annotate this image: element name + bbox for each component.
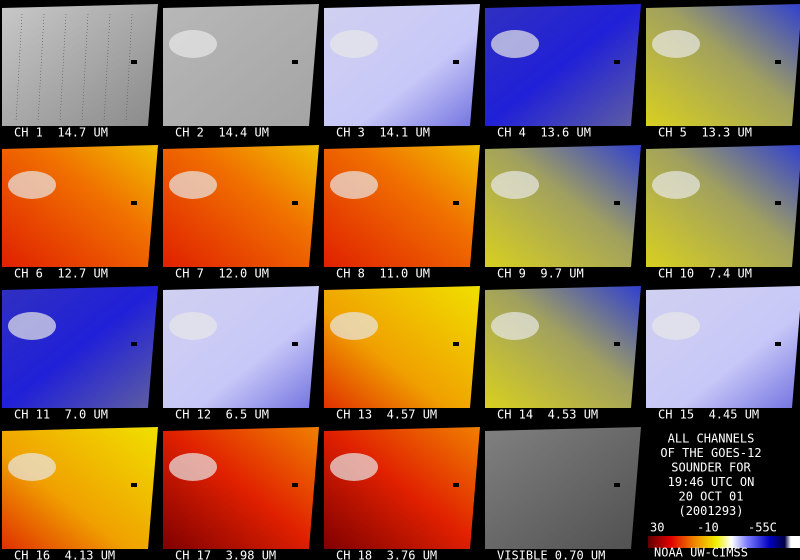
panel-label: CH 15 4.45 UM bbox=[658, 408, 759, 422]
cloud bbox=[169, 312, 217, 340]
panel-label: CH 3 14.1 UM bbox=[336, 126, 430, 140]
satellite-image bbox=[646, 4, 800, 126]
satellite-image bbox=[485, 145, 641, 267]
cloud bbox=[330, 30, 378, 58]
cloud bbox=[652, 312, 700, 340]
satellite-image bbox=[163, 427, 319, 549]
panel-label: CH 12 6.5 UM bbox=[175, 408, 269, 422]
marker bbox=[775, 60, 781, 64]
marker bbox=[131, 342, 137, 346]
panel-label: CH 7 12.0 UM bbox=[175, 267, 269, 281]
panel-label: CH 1 14.7 UM bbox=[14, 126, 108, 140]
cloud bbox=[8, 171, 56, 199]
panel-label: CH 18 3.76 UM bbox=[336, 549, 437, 560]
state-border bbox=[125, 13, 133, 123]
marker bbox=[775, 342, 781, 346]
colorbar bbox=[648, 536, 800, 548]
state-border bbox=[59, 13, 67, 123]
info-line: (2001293) bbox=[678, 504, 743, 518]
panel-label: CH 4 13.6 UM bbox=[497, 126, 591, 140]
panel-label: CH 9 9.7 UM bbox=[497, 267, 584, 281]
marker bbox=[614, 342, 620, 346]
satellite-image bbox=[2, 427, 158, 549]
satellite-image bbox=[324, 4, 480, 126]
cloud bbox=[330, 453, 378, 481]
info-line: 19:46 UTC ON bbox=[668, 475, 755, 489]
satellite-image bbox=[2, 4, 158, 126]
satellite-image bbox=[163, 145, 319, 267]
cloud bbox=[652, 171, 700, 199]
satellite-image bbox=[2, 145, 158, 267]
cloud bbox=[169, 453, 217, 481]
cloud bbox=[652, 30, 700, 58]
satellite-image bbox=[324, 145, 480, 267]
satellite-image bbox=[646, 145, 800, 267]
satellite-image bbox=[485, 427, 641, 549]
panel-label: CH 2 14.4 UM bbox=[175, 126, 269, 140]
satellite-image bbox=[485, 286, 641, 408]
info-line: SOUNDER FOR bbox=[671, 461, 751, 475]
satellite-image bbox=[324, 286, 480, 408]
satellite-image bbox=[485, 4, 641, 126]
state-border bbox=[37, 13, 45, 123]
panel-label: CH 16 4.13 UM bbox=[14, 549, 115, 560]
info-line: 20 OCT 01 bbox=[678, 490, 743, 504]
cloud bbox=[169, 171, 217, 199]
satellite-image bbox=[163, 286, 319, 408]
panel-label: CH 8 11.0 UM bbox=[336, 267, 430, 281]
cloud bbox=[8, 312, 56, 340]
info-line: ALL CHANNELS bbox=[668, 432, 755, 446]
marker bbox=[614, 60, 620, 64]
panel-label: CH 17 3.98 UM bbox=[175, 549, 276, 560]
marker bbox=[292, 201, 298, 205]
colorbar-label: -55C bbox=[748, 521, 777, 535]
marker bbox=[453, 60, 459, 64]
satellite-image bbox=[2, 286, 158, 408]
marker bbox=[292, 60, 298, 64]
marker bbox=[292, 342, 298, 346]
marker bbox=[131, 483, 137, 487]
panel-label: CH 11 7.0 UM bbox=[14, 408, 108, 422]
panel-label: CH 13 4.57 UM bbox=[336, 408, 437, 422]
marker bbox=[131, 201, 137, 205]
cloud bbox=[330, 171, 378, 199]
marker bbox=[614, 201, 620, 205]
cloud bbox=[169, 30, 217, 58]
state-border bbox=[103, 13, 111, 123]
marker bbox=[453, 201, 459, 205]
panel-label: CH 14 4.53 UM bbox=[497, 408, 598, 422]
marker bbox=[453, 342, 459, 346]
satellite-image bbox=[646, 286, 800, 408]
marker bbox=[614, 483, 620, 487]
satellite-image bbox=[163, 4, 319, 126]
marker bbox=[131, 60, 137, 64]
panel-label: CH 5 13.3 UM bbox=[658, 126, 752, 140]
cloud bbox=[8, 453, 56, 481]
marker bbox=[453, 483, 459, 487]
satellite-image bbox=[324, 427, 480, 549]
panel-label: CH 10 7.4 UM bbox=[658, 267, 752, 281]
cloud bbox=[330, 312, 378, 340]
state-border bbox=[81, 13, 89, 123]
cloud bbox=[491, 171, 539, 199]
panel-label: VISIBLE 0.70 UM bbox=[497, 549, 605, 560]
marker bbox=[292, 483, 298, 487]
state-border bbox=[15, 13, 23, 123]
colorbar-label: 30 bbox=[650, 521, 664, 535]
cloud bbox=[491, 312, 539, 340]
marker bbox=[775, 201, 781, 205]
info-line: OF THE GOES-12 bbox=[660, 446, 761, 460]
cloud bbox=[491, 30, 539, 58]
footer: NOAA UW-CIMSS bbox=[654, 546, 748, 560]
panel-label: CH 6 12.7 UM bbox=[14, 267, 108, 281]
colorbar-label: -10 bbox=[697, 521, 719, 535]
